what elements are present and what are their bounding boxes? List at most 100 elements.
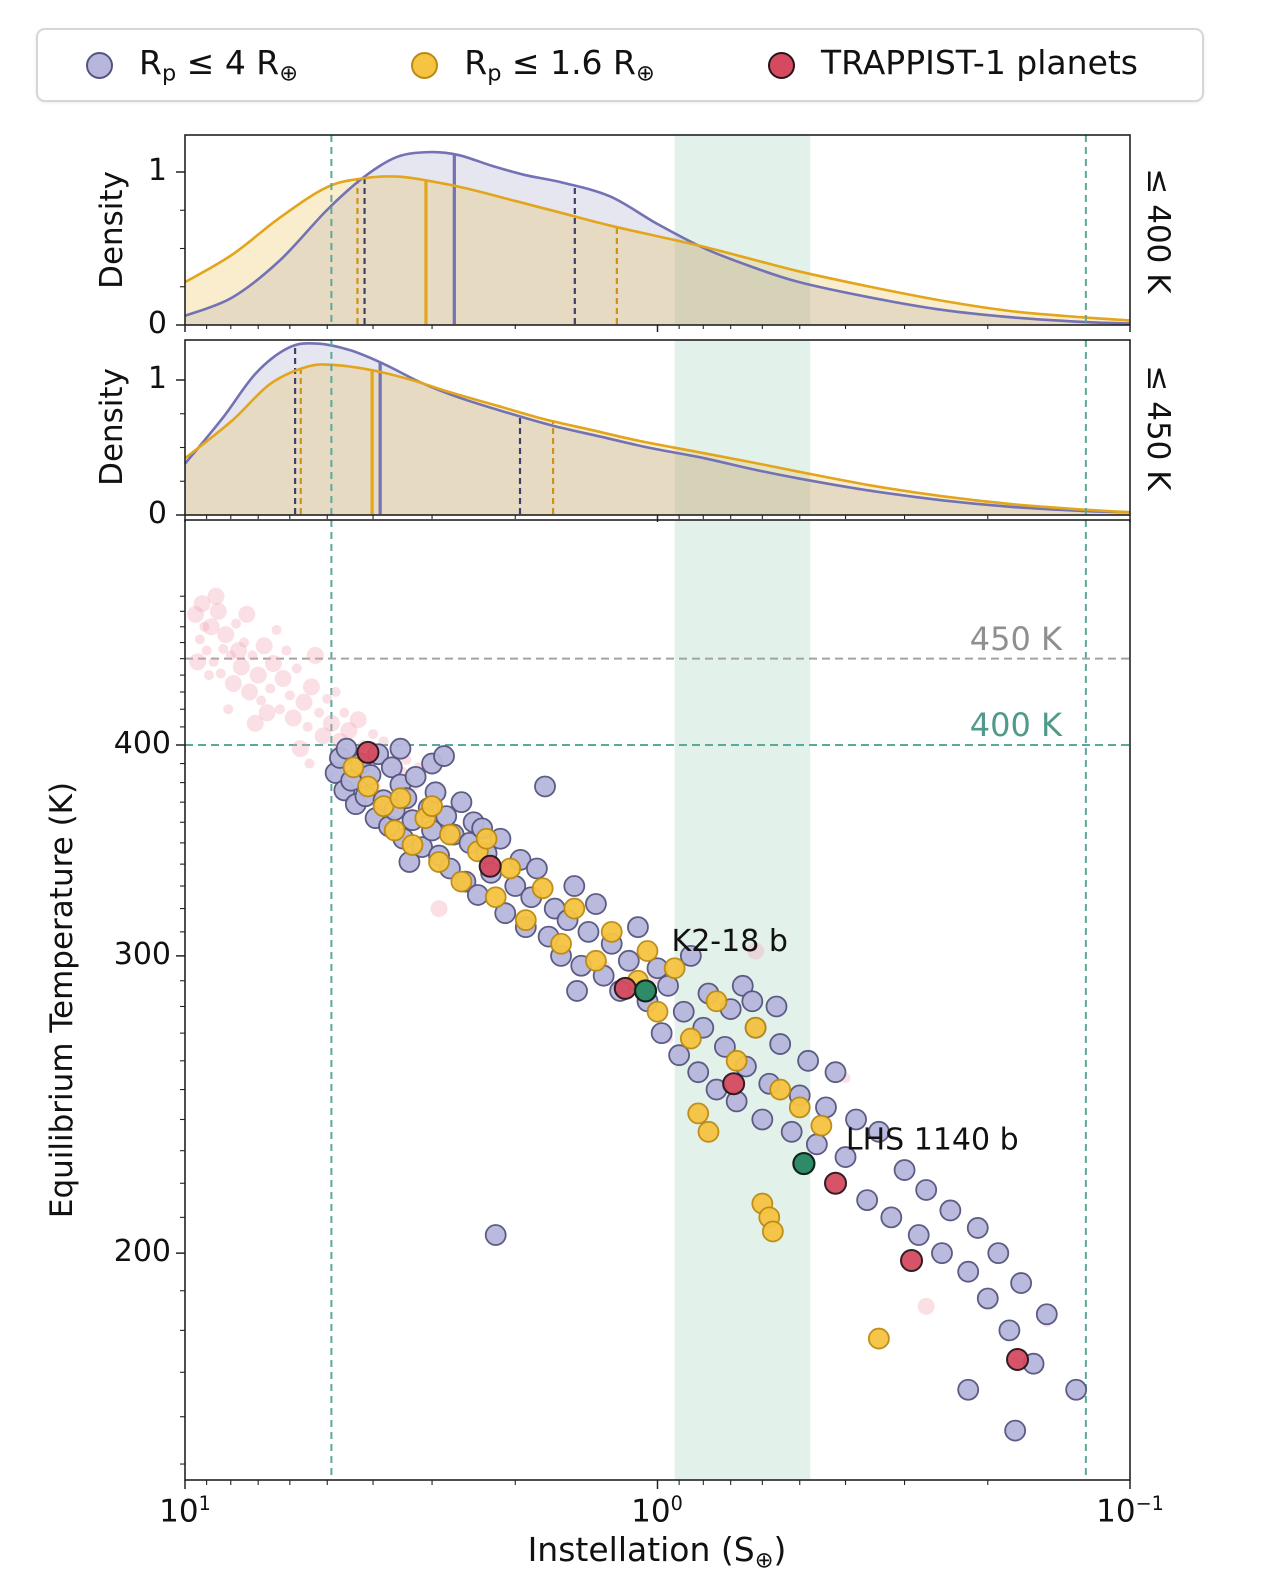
density-top-ytick-1: 1 [147, 153, 167, 188]
scatter-point-rp16 [761, 1220, 784, 1243]
right-label-400k: ≤ 400 K [1140, 168, 1176, 294]
excluded-point [306, 646, 324, 664]
scatter-point-rp16 [401, 834, 424, 856]
density-area [185, 176, 1130, 325]
scatter-point-rp16 [679, 1027, 702, 1050]
scatter-point-rp16 [636, 940, 659, 962]
density-curve [184, 363, 1131, 514]
main-xlabel: Instellation (S⊕) [527, 1530, 787, 1574]
habitable-zone-band [674, 135, 811, 325]
density-mid-ytick-0: 0 [147, 496, 167, 531]
legend-label-rp16: Rp ≤ 1.6 R⊕ [464, 43, 655, 87]
density-curve [183, 341, 1131, 514]
excluded-point [246, 714, 264, 732]
scatter-point-rp4 [893, 1159, 916, 1181]
scatter-point-rp4 [957, 1260, 980, 1283]
trappist-point [1006, 1347, 1030, 1371]
scatter-point-rp4 [1010, 1272, 1033, 1294]
scatter-point-rp4 [525, 857, 548, 880]
excluded-point [917, 1297, 935, 1315]
scatter-point-rp16 [428, 851, 450, 873]
scatter-point-rp4 [450, 791, 473, 814]
highlight-label: K2-18 b [672, 924, 788, 959]
scatter-point-rp4 [585, 893, 607, 915]
scatter-point-rp4 [494, 902, 517, 925]
scatter-point-rp4 [751, 1108, 774, 1131]
scatter-point-rp16 [475, 827, 498, 850]
density-ylabel-top: Density [94, 171, 130, 289]
excluded-point [349, 711, 367, 729]
density-curve [184, 150, 1131, 325]
excluded-point [232, 658, 250, 676]
scatter-point-rp4 [380, 756, 403, 779]
excluded-point [314, 727, 332, 745]
trappist-point [356, 740, 380, 764]
main-ytick-400: 400 [113, 726, 171, 761]
scatter-point-rp4 [976, 1287, 999, 1310]
scatter-point-rp16 [514, 909, 537, 932]
density-area [185, 364, 1130, 515]
excluded-point [194, 634, 205, 645]
excluded-point [430, 900, 448, 918]
annotation-450k: 450 K [969, 620, 1062, 658]
excluded-point [207, 587, 225, 605]
scatter-point-rp16 [450, 870, 473, 893]
scatter-point-rp4 [466, 884, 489, 906]
excluded-point [258, 704, 276, 722]
scatter-point-rp16 [421, 795, 443, 818]
highlight-point [792, 1151, 816, 1176]
excluded-point [193, 595, 211, 613]
scatter-point-rp4 [433, 745, 455, 767]
scatter-point-rp16 [357, 775, 379, 798]
density-area [185, 343, 1130, 515]
highlight-point [633, 979, 658, 1003]
xtick-01: 10−1 [1096, 1492, 1164, 1530]
excluded-point [284, 690, 295, 701]
scatter-point-rp4 [672, 1000, 695, 1023]
scatter-point-rp16 [439, 823, 461, 846]
excluded-point [291, 740, 309, 758]
excluded-point [274, 704, 285, 715]
legend-label-trappist: TRAPPIST-1 planets [820, 43, 1138, 83]
excluded-point [208, 656, 219, 667]
excluded-point [304, 758, 315, 769]
scatter-point-rp4 [797, 1049, 820, 1072]
excluded-point [238, 605, 256, 623]
excluded-point [230, 642, 248, 660]
excluded-point [189, 653, 207, 671]
excluded-point [265, 683, 276, 694]
scatter-point-rp4 [805, 1133, 828, 1156]
scatter-point-rp4 [687, 1061, 710, 1084]
excluded-point [187, 605, 205, 623]
scatter-point-rp4 [867, 1120, 890, 1143]
scatter-point-rp16 [788, 1096, 811, 1119]
scatter-point-rp4 [915, 1179, 938, 1201]
scatter-point-rp4 [824, 1061, 847, 1084]
excluded-point [340, 721, 358, 739]
excluded-point [264, 655, 282, 673]
excluded-point [295, 693, 313, 711]
scatter-point-rp4 [627, 916, 649, 939]
scatter-point-rp4 [534, 775, 556, 798]
excluded-point [281, 645, 292, 656]
scatter-point-rp4 [987, 1242, 1010, 1265]
excluded-point [241, 683, 259, 701]
excluded-point [239, 637, 250, 648]
scatter-point-rp16 [484, 886, 507, 909]
legend-item-rp4: Rp ≤ 4 R⊕ [86, 43, 298, 87]
scatter-point-rp16 [563, 897, 586, 920]
scatter-point-rp4 [856, 1189, 879, 1212]
main-ytick-200: 200 [113, 1234, 171, 1269]
scatter-point-rp4 [484, 1224, 507, 1246]
scatter-point-rp4 [769, 1033, 792, 1055]
excluded-point [247, 650, 258, 661]
excluded-point [223, 704, 234, 715]
scatter-point-rp4 [815, 1096, 837, 1119]
annotation-400k: 400 K [969, 706, 1062, 744]
scatter-point-rp16 [663, 957, 686, 980]
scatter-point-rp4 [650, 1022, 673, 1045]
excluded-point [230, 618, 241, 629]
scatter-point-rp16 [769, 1078, 792, 1101]
excluded-point [291, 663, 302, 674]
legend-item-rp16: Rp ≤ 1.6 R⊕ [411, 43, 655, 87]
